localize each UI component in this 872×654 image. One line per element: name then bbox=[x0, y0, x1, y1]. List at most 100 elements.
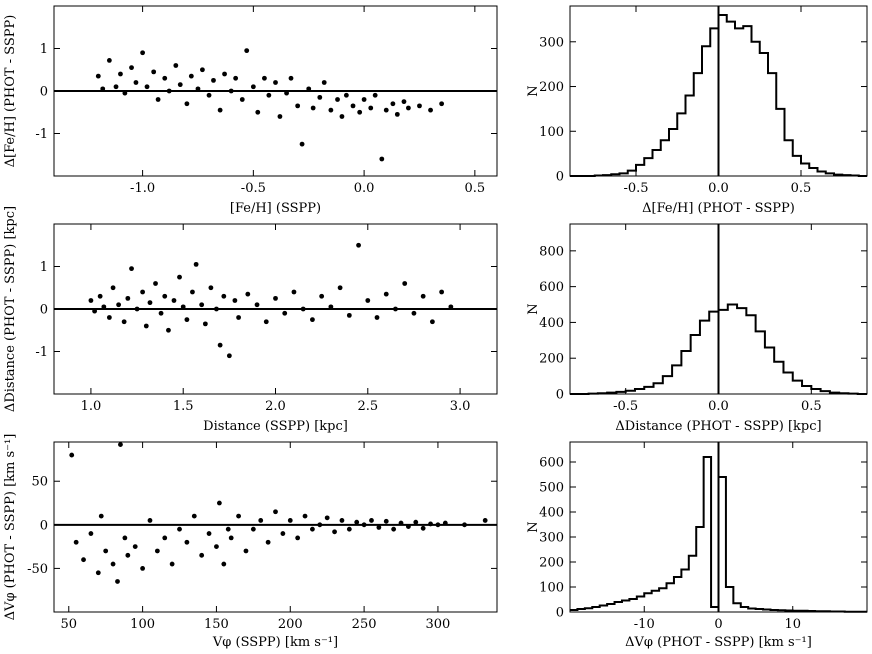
scatter-point bbox=[288, 75, 294, 81]
scatter-point bbox=[383, 107, 389, 113]
scatter-point bbox=[263, 319, 269, 325]
y-axis-label: N bbox=[526, 85, 541, 96]
x-tick-label: 10 bbox=[784, 617, 801, 632]
scatter-point bbox=[184, 101, 190, 107]
scatter-point bbox=[406, 524, 411, 529]
scatter-point bbox=[118, 442, 123, 448]
scatter-point bbox=[273, 80, 278, 85]
scatter-point bbox=[321, 80, 327, 85]
y-axis-label: Δ[Fe/H] (PHOT - SSPP) bbox=[3, 15, 18, 168]
scatter-point bbox=[284, 90, 289, 96]
scatter-point bbox=[95, 570, 101, 576]
x-tick-label: 0.0 bbox=[708, 181, 729, 196]
scatter-point bbox=[361, 97, 367, 102]
scatter-point bbox=[211, 77, 216, 83]
scatter-point bbox=[180, 304, 186, 310]
scatter-point bbox=[113, 84, 119, 90]
scatter-point bbox=[319, 293, 325, 299]
scatter-point bbox=[69, 452, 75, 458]
y-tick-label: -1 bbox=[35, 127, 48, 142]
y-tick-label: 0 bbox=[556, 170, 564, 185]
scatter-point bbox=[233, 75, 239, 81]
x-tick-label: 300 bbox=[426, 617, 451, 632]
x-tick-label: 3.0 bbox=[450, 399, 471, 414]
scatter-point bbox=[214, 544, 219, 550]
scatter-point bbox=[88, 531, 94, 536]
y-tick-label: 400 bbox=[539, 316, 564, 331]
scatter-point bbox=[221, 293, 227, 299]
scatter-point bbox=[394, 111, 400, 117]
scatter-point bbox=[140, 566, 146, 571]
scatter-point bbox=[193, 261, 199, 267]
scatter-point bbox=[317, 522, 323, 528]
scatter-point bbox=[280, 531, 286, 536]
scatter-point bbox=[379, 156, 385, 162]
scatter-point bbox=[171, 298, 177, 303]
y-tick-label: 300 bbox=[539, 35, 564, 50]
scatter-point bbox=[250, 526, 256, 532]
scatter-point bbox=[361, 522, 367, 528]
x-tick-label: -0.5 bbox=[613, 399, 638, 414]
scatter-point bbox=[391, 526, 397, 532]
y-tick-label: 200 bbox=[539, 352, 564, 367]
y-tick-label: -1 bbox=[35, 345, 48, 360]
scatter-point bbox=[73, 539, 79, 545]
scatter-point bbox=[365, 298, 371, 303]
scatter-point bbox=[103, 548, 109, 554]
scatter-point bbox=[92, 308, 98, 314]
scatter-point bbox=[420, 525, 426, 531]
scatter-point bbox=[295, 103, 301, 109]
scatter-point bbox=[302, 513, 308, 519]
x-tick-label: 0.5 bbox=[801, 399, 822, 414]
scatter-point bbox=[310, 105, 316, 111]
scatter-point bbox=[140, 50, 146, 56]
scatter-point bbox=[258, 518, 264, 523]
x-tick-label: 0 bbox=[714, 617, 722, 632]
scatter-point bbox=[151, 69, 157, 75]
y-tick-label: 200 bbox=[539, 80, 564, 95]
scatter-point bbox=[482, 518, 488, 523]
scatter-point bbox=[143, 323, 149, 329]
y-tick-label: 400 bbox=[539, 506, 564, 521]
scatter-point bbox=[435, 522, 441, 528]
scatter-point bbox=[448, 304, 454, 310]
x-axis-label: Vφ (SSPP) [km s⁻¹] bbox=[212, 635, 338, 650]
scatter-point bbox=[129, 65, 134, 71]
scatter-point bbox=[118, 71, 123, 77]
scatter-point bbox=[411, 310, 417, 316]
scatter-point bbox=[343, 92, 349, 98]
scatter-point bbox=[398, 520, 404, 526]
x-tick-label: 0.5 bbox=[791, 181, 812, 196]
scatter-point bbox=[166, 88, 172, 94]
x-axis-label: ΔDistance (PHOT - SSPP) [kpc] bbox=[615, 419, 821, 434]
scatter-point bbox=[122, 90, 128, 96]
y-axis-label: ΔVφ (PHOT - SSPP) [km s⁻¹] bbox=[3, 434, 18, 621]
x-tick-label: 50 bbox=[60, 617, 77, 632]
plot-frame bbox=[569, 5, 868, 177]
scatter-point bbox=[129, 266, 134, 272]
scatter-point bbox=[199, 302, 205, 308]
y-tick-label: 0 bbox=[556, 388, 564, 403]
scatter-point bbox=[295, 535, 301, 541]
plot-frame bbox=[569, 441, 868, 613]
x-axis-label: Distance (SSPP) [kpc] bbox=[203, 419, 348, 434]
scatter-point bbox=[147, 300, 153, 306]
scatter-point bbox=[236, 315, 241, 320]
plot-frame bbox=[53, 441, 498, 613]
scatter-point bbox=[346, 526, 352, 532]
y-tick-label: 0 bbox=[40, 303, 48, 318]
scatter-point bbox=[184, 317, 190, 323]
scatter-point bbox=[88, 298, 94, 303]
plot-frame bbox=[53, 223, 498, 395]
plot-frame bbox=[569, 223, 868, 395]
scatter-point bbox=[317, 94, 323, 100]
scatter-point bbox=[372, 92, 378, 98]
scatter-point bbox=[265, 539, 271, 545]
scatter-point bbox=[462, 522, 467, 528]
scatter-point bbox=[106, 58, 112, 63]
scatter-point bbox=[199, 552, 205, 558]
scatter-point bbox=[406, 105, 411, 111]
plot-frame bbox=[53, 5, 498, 177]
scatter-point bbox=[255, 109, 261, 115]
